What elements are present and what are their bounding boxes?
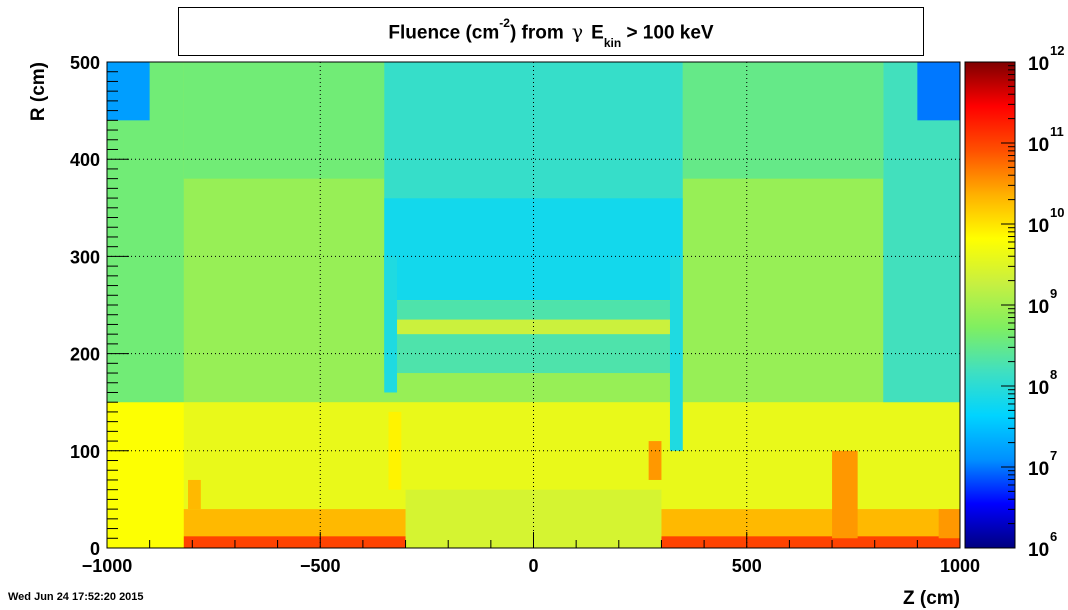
grid-lines	[107, 62, 960, 548]
heatmap-region-8	[183, 62, 385, 179]
timestamp: Wed Jun 24 17:52:20 2015	[8, 591, 144, 603]
colorbar-tick-exponent: 12	[1050, 43, 1064, 58]
title-e-sub: kin	[603, 36, 622, 51]
y-tick-label: 300	[70, 247, 100, 267]
x-tick-label: −1000	[82, 556, 133, 576]
colorbar-tick-exponent: 7	[1050, 448, 1057, 463]
colorbar-tick-label: 10	[1028, 378, 1049, 399]
heatmap-region-20	[832, 450, 858, 539]
y-tick-label: 100	[70, 442, 100, 462]
colorbar-tick-exponent: 8	[1050, 367, 1057, 382]
chart-title-box: Fluence (cm-2) from γ Ekin > 100 keV	[178, 7, 924, 56]
heatmap-region-22	[938, 509, 960, 539]
heatmap-region-12	[917, 62, 960, 121]
heatmap-region-16	[384, 256, 398, 393]
x-tick-label: −500	[300, 556, 341, 576]
x-tick-label: 0	[528, 556, 538, 576]
colorbar-tick-exponent: 9	[1050, 286, 1057, 301]
y-tick-label: 500	[70, 53, 100, 73]
colorbar-tick-label: 10	[1028, 216, 1049, 237]
title-middle: ) from	[509, 22, 564, 44]
title-e: E	[591, 22, 604, 44]
y-tick-label: 0	[90, 539, 100, 559]
title-particle: γ	[571, 21, 584, 44]
title-prefix: Fluence (cm	[388, 22, 500, 44]
colorbar-tick-exponent: 11	[1050, 124, 1064, 139]
heatmap-region-13	[384, 198, 683, 301]
axes: −1000 −500 0 500 1000 0 100 200 300 400 500 Z (cm) R…	[28, 53, 980, 609]
title-exponent: -2	[499, 16, 510, 30]
colorbar-tick-exponent: 10	[1050, 205, 1064, 220]
y-tick-label: 200	[70, 345, 100, 365]
colorbar-tick-label: 10	[1028, 459, 1049, 480]
chart-title: Fluence (cm-2) from γ Ekin > 100 keV	[179, 16, 923, 50]
heatmap-region-17	[669, 256, 683, 451]
x-axis-label: Z (cm)	[903, 588, 960, 609]
colorbar-tick-label: 10	[1028, 54, 1049, 75]
x-tick-label: 500	[732, 556, 762, 576]
y-axis-label: R (cm)	[28, 62, 49, 121]
heatmap-region-5	[107, 402, 184, 548]
colorbar-tick-label: 10	[1028, 135, 1049, 156]
heatmap-region-19	[648, 441, 662, 480]
title-suffix: > 100 keV	[626, 22, 714, 44]
heatmap-region-21	[188, 479, 201, 510]
colorbar-tick-label: 10	[1028, 297, 1049, 318]
colorbar-tick-exponent: 6	[1050, 529, 1057, 544]
y-tick-label: 400	[70, 150, 100, 170]
heatmap-region-14	[384, 300, 683, 374]
x-tick-label: 1000	[940, 556, 980, 576]
heatmap-region-9	[682, 62, 884, 179]
colorbar-tick-label: 10	[1028, 540, 1049, 561]
heatmap-region-18	[388, 411, 402, 490]
